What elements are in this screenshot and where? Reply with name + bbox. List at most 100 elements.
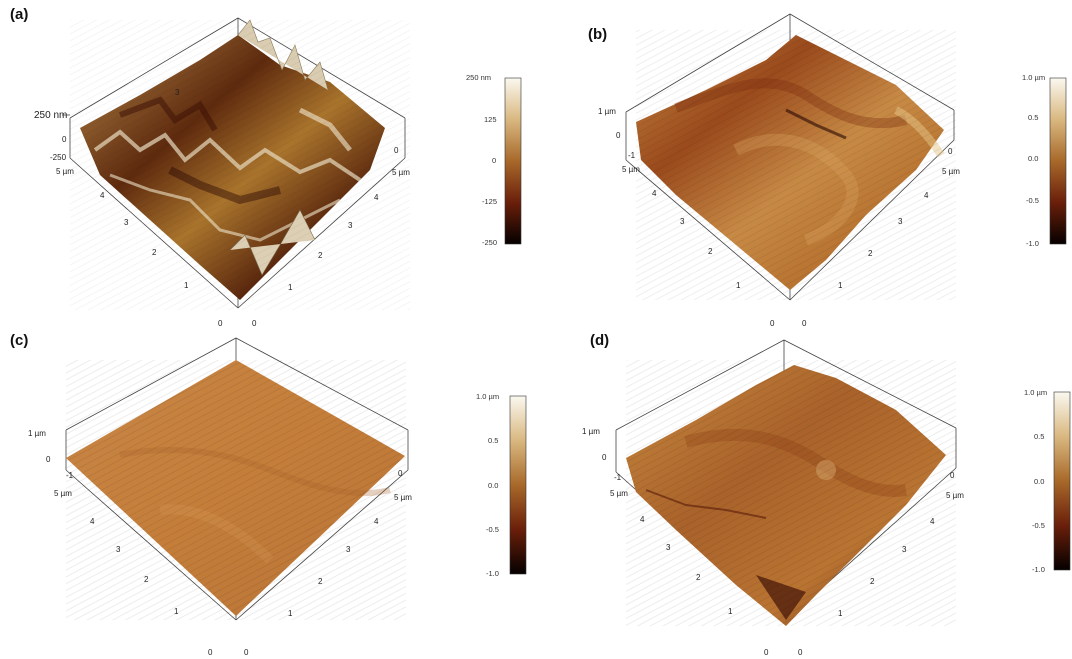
x-tick-2: 2 (868, 249, 873, 258)
x-tick-4: 4 (374, 193, 379, 202)
x-axis-zero-label: 0 (394, 146, 399, 155)
x-axis-zero-label: 0 (398, 469, 403, 478)
y-tick-1: 1 (184, 281, 189, 290)
afm-surface (626, 360, 956, 626)
x-tick-2: 2 (318, 577, 323, 586)
x-tick-3: 3 (902, 545, 907, 554)
colorbar: 1.0 µm 0.5 0.0 -0.5 -1.0 (1022, 73, 1067, 248)
x-tick-3: 3 (346, 545, 351, 554)
colorbar-tick-2: 0.5 (1034, 432, 1044, 441)
z-axis-top-label: 1 µm (598, 107, 616, 116)
colorbar-tick-3: 0.0 (1028, 154, 1038, 163)
colorbar-tick-2: 0.5 (488, 436, 498, 445)
x-tick-1: 1 (838, 609, 843, 618)
colorbar-tick-4: -0.5 (1032, 521, 1045, 530)
y-tick-1: 1 (736, 281, 741, 290)
colorbar-tick-4: -125 (482, 197, 497, 206)
colorbar-tick-3: 0.0 (1034, 477, 1044, 486)
y-axis-start-label: 0 (764, 648, 769, 657)
y-tick-3: 3 (680, 217, 685, 226)
y-tick-2: 2 (708, 247, 713, 256)
z-axis-mid-label: 0 (62, 135, 67, 144)
z-axis-top-label: 250 nm (34, 110, 67, 121)
panel-d: (d) 1 µm 0 -1 5 µm 4 3 2 1 0 0 1 2 (536, 330, 1072, 657)
x-axis-start-label: 0 (244, 648, 249, 657)
x-tick-4: 4 (374, 517, 379, 526)
y-tick-4: 4 (100, 191, 105, 200)
y-tick-3: 3 (116, 545, 121, 554)
y-tick-1: 1 (174, 607, 179, 616)
y-tick-4: 4 (90, 517, 95, 526)
colorbar-tick-bot: -1.0 (1032, 565, 1045, 574)
y-tick-2: 2 (696, 573, 701, 582)
y-axis-start-label: 0 (218, 319, 223, 328)
afm-3d-plot-d: 1 µm 0 -1 5 µm 4 3 2 1 0 0 1 2 3 4 0 5 µ… (582, 339, 1071, 657)
colorbar-tick-4: -0.5 (486, 525, 499, 534)
y-axis-end-label: 5 µm (622, 165, 640, 174)
colorbar-tick-2: 0.5 (1028, 113, 1038, 122)
x-axis-zero-label: 0 (950, 471, 955, 480)
x-axis-end-label: 5 µm (946, 491, 964, 500)
y-axis-start-label: 0 (208, 648, 213, 657)
afm-3d-plot-c: 1 µm 0 -1 5 µm 4 3 2 1 0 0 1 2 3 4 0 5 µ… (28, 337, 527, 657)
y-axis-end-label: 5 µm (54, 489, 72, 498)
colorbar-tick-top: 250 nm (466, 73, 491, 82)
panel-a: (a) 250 nm 0 -250 3 (0, 0, 536, 328)
x-tick-3: 3 (898, 217, 903, 226)
x-tick-3: 3 (348, 221, 353, 230)
colorbar-tick-2: 125 (484, 115, 497, 124)
colorbar-tick-bot: -1.0 (486, 569, 499, 578)
y-tick-4: 4 (640, 515, 645, 524)
z-axis-bot-label: -250 (50, 153, 67, 162)
x-tick-2: 2 (870, 577, 875, 586)
afm-surface (66, 360, 406, 620)
panel-label: (d) (590, 332, 610, 349)
x-axis-end-label: 5 µm (392, 168, 410, 177)
x-tick-1: 1 (288, 283, 293, 292)
panel-label: (a) (10, 6, 29, 23)
panel-label: (c) (10, 332, 29, 349)
x-tick-2: 2 (318, 251, 323, 260)
x-axis-start-label: 0 (798, 648, 803, 657)
colorbar-tick-bot: -250 (482, 238, 497, 247)
y-tick-2: 2 (144, 575, 149, 584)
colorbar-tick-3: 0 (492, 156, 496, 165)
colorbar-tick-top: 1.0 µm (476, 392, 499, 401)
colorbar-tick-top: 1.0 µm (1022, 73, 1045, 82)
z-axis-top-label: 1 µm (28, 429, 46, 438)
colorbar-tick-top: 1.0 µm (1024, 388, 1047, 397)
x-axis-start-label: 0 (802, 319, 807, 328)
y-tick-4: 4 (652, 189, 657, 198)
afm-3d-plot-a: 250 nm 0 -250 3 5 µm 4 3 2 1 0 0 1 2 3 4… (34, 17, 522, 328)
z-axis-mid-label: 0 (616, 131, 621, 140)
colorbar-tick-3: 0.0 (488, 481, 498, 490)
top-tick-label: 3 (175, 88, 180, 97)
colorbar: 250 nm 125 0 -125 -250 (466, 73, 522, 247)
colorbar-tick-bot: -1.0 (1026, 239, 1039, 248)
x-axis-end-label: 5 µm (394, 493, 412, 502)
panel-b: (b) 1 µm 0 -1 5 µm 4 3 2 1 0 0 1 2 (536, 0, 1072, 328)
y-tick-3: 3 (124, 218, 129, 227)
y-axis-end-label: 5 µm (610, 489, 628, 498)
x-axis-start-label: 0 (252, 319, 257, 328)
z-axis-bot-label: -1 (66, 471, 74, 480)
afm-surface (636, 30, 956, 300)
afm-surface (70, 19, 410, 310)
x-tick-1: 1 (288, 609, 293, 618)
z-axis-top-label: 1 µm (582, 427, 600, 436)
z-axis-bot-label: -1 (628, 151, 636, 160)
x-axis-end-label: 5 µm (942, 167, 960, 176)
y-tick-2: 2 (152, 248, 157, 257)
y-axis-start-label: 0 (770, 319, 775, 328)
y-tick-3: 3 (666, 543, 671, 552)
panel-c: (c) 1 µm 0 -1 5 µm 4 3 2 1 0 0 1 2 3 4 0 (0, 330, 536, 657)
z-axis-mid-label: 0 (602, 453, 607, 462)
x-axis-zero-label: 0 (948, 147, 953, 156)
colorbar: 1.0 µm 0.5 0.0 -0.5 -1.0 (1024, 388, 1071, 574)
x-tick-1: 1 (838, 281, 843, 290)
y-tick-1: 1 (728, 607, 733, 616)
colorbar: 1.0 µm 0.5 0.0 -0.5 -1.0 (476, 392, 527, 578)
x-tick-4: 4 (924, 191, 929, 200)
z-axis-bot-label: -1 (614, 473, 622, 482)
afm-3d-plot-b: 1 µm 0 -1 5 µm 4 3 2 1 0 0 1 2 3 4 0 5 µ… (598, 13, 1067, 328)
